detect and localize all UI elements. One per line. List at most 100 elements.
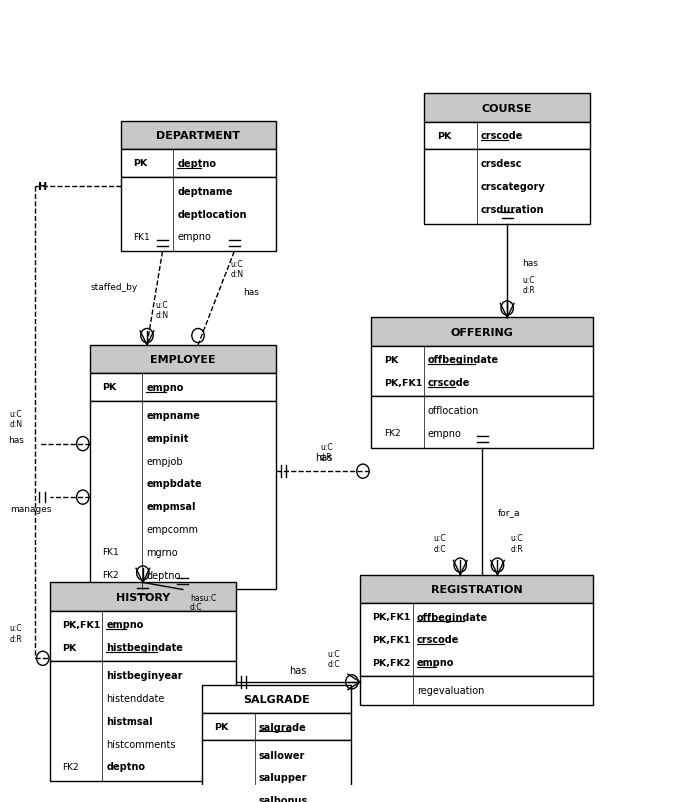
FancyBboxPatch shape xyxy=(360,575,593,603)
Text: HISTORY: HISTORY xyxy=(116,592,170,602)
Text: empcomm: empcomm xyxy=(146,525,198,534)
Text: has: has xyxy=(315,452,333,463)
Text: has: has xyxy=(244,288,259,297)
Text: d:C: d:C xyxy=(190,602,202,612)
Text: PK: PK xyxy=(215,723,229,731)
Text: PK: PK xyxy=(437,132,451,140)
FancyBboxPatch shape xyxy=(360,603,593,676)
Text: crscode: crscode xyxy=(428,378,470,388)
Text: crsduration: crsduration xyxy=(481,205,544,215)
Text: empinit: empinit xyxy=(146,433,188,444)
Text: SALGRADE: SALGRADE xyxy=(243,694,310,704)
Text: salbonus: salbonus xyxy=(259,796,308,802)
Text: empname: empname xyxy=(146,411,200,420)
Text: regevaluation: regevaluation xyxy=(417,685,484,695)
Text: offbegindate: offbegindate xyxy=(428,355,499,365)
Text: empbdate: empbdate xyxy=(146,479,202,488)
Text: has: has xyxy=(8,435,24,444)
Text: empno: empno xyxy=(417,658,454,667)
Text: crscategory: crscategory xyxy=(481,182,546,192)
Text: REGISTRATION: REGISTRATION xyxy=(431,584,522,594)
FancyBboxPatch shape xyxy=(50,583,236,611)
FancyBboxPatch shape xyxy=(371,318,593,346)
Text: COURSE: COURSE xyxy=(482,103,533,113)
FancyBboxPatch shape xyxy=(360,676,593,705)
Text: DEPARTMENT: DEPARTMENT xyxy=(157,131,240,141)
Text: OFFERING: OFFERING xyxy=(451,327,514,337)
Text: mgrno: mgrno xyxy=(146,547,178,557)
Text: crsdesc: crsdesc xyxy=(481,159,522,169)
Text: empno: empno xyxy=(428,428,462,439)
Text: PK,FK1: PK,FK1 xyxy=(373,635,411,644)
Text: salupper: salupper xyxy=(259,772,307,783)
Text: PK: PK xyxy=(102,383,117,392)
Text: histmsal: histmsal xyxy=(106,716,153,726)
Text: manages: manages xyxy=(10,504,51,514)
Text: deptno: deptno xyxy=(177,159,217,168)
Text: empjob: empjob xyxy=(146,456,183,466)
Text: sallower: sallower xyxy=(259,750,305,759)
Text: empmsal: empmsal xyxy=(146,501,196,512)
FancyBboxPatch shape xyxy=(90,346,276,374)
Text: FK2: FK2 xyxy=(62,762,79,771)
Text: FK1: FK1 xyxy=(102,548,119,557)
FancyBboxPatch shape xyxy=(50,661,236,781)
FancyBboxPatch shape xyxy=(121,122,276,150)
Text: empno: empno xyxy=(106,620,144,630)
FancyBboxPatch shape xyxy=(90,374,276,401)
Text: PK: PK xyxy=(133,160,148,168)
FancyBboxPatch shape xyxy=(202,740,351,802)
Text: deptno: deptno xyxy=(146,569,181,580)
FancyBboxPatch shape xyxy=(121,177,276,252)
Text: PK,FK1: PK,FK1 xyxy=(373,612,411,622)
FancyBboxPatch shape xyxy=(202,685,351,713)
Text: histbeginyear: histbeginyear xyxy=(106,670,183,680)
Text: offbegindate: offbegindate xyxy=(417,612,488,622)
Text: u:C
d:C: u:C d:C xyxy=(328,649,340,668)
Text: FK1: FK1 xyxy=(133,233,150,241)
FancyBboxPatch shape xyxy=(121,150,276,177)
Text: FK2: FK2 xyxy=(384,429,400,438)
Text: staffed_by: staffed_by xyxy=(90,282,137,291)
Text: u:C
d:C: u:C d:C xyxy=(433,534,446,553)
Text: crscode: crscode xyxy=(417,634,459,645)
Text: u:C
d:R: u:C d:R xyxy=(522,275,535,295)
FancyBboxPatch shape xyxy=(371,346,593,396)
Text: FK2: FK2 xyxy=(102,570,119,579)
Text: PK: PK xyxy=(62,643,77,652)
Text: has: has xyxy=(289,666,307,675)
Text: empno: empno xyxy=(177,232,211,242)
FancyBboxPatch shape xyxy=(424,150,590,225)
Text: histbegindate: histbegindate xyxy=(106,642,183,653)
Text: u:C
d:N: u:C d:N xyxy=(155,301,169,320)
FancyBboxPatch shape xyxy=(50,611,236,661)
Text: u:C
d:R: u:C d:R xyxy=(10,624,22,643)
Text: for_a: for_a xyxy=(497,507,520,516)
Text: H: H xyxy=(38,182,48,192)
Text: empno: empno xyxy=(146,383,184,392)
Text: has: has xyxy=(522,259,538,268)
Text: u:C
d:N: u:C d:N xyxy=(10,409,23,428)
Text: histcomments: histcomments xyxy=(106,739,176,748)
Text: PK,FK1: PK,FK1 xyxy=(62,620,101,629)
FancyBboxPatch shape xyxy=(424,95,590,123)
Text: offlocation: offlocation xyxy=(428,406,479,415)
Text: hasu:C: hasu:C xyxy=(190,593,216,602)
FancyBboxPatch shape xyxy=(90,401,276,589)
Text: crscode: crscode xyxy=(481,132,523,141)
Text: deptname: deptname xyxy=(177,187,233,196)
Text: histenddate: histenddate xyxy=(106,693,165,703)
Text: PK,FK2: PK,FK2 xyxy=(373,658,411,666)
Text: salgrade: salgrade xyxy=(259,722,306,731)
FancyBboxPatch shape xyxy=(371,396,593,448)
Text: PK,FK1: PK,FK1 xyxy=(384,379,422,387)
Text: u:C
d:N: u:C d:N xyxy=(230,260,244,279)
Text: PK: PK xyxy=(384,355,398,365)
Text: u:C
d:R: u:C d:R xyxy=(320,442,333,462)
FancyBboxPatch shape xyxy=(202,713,351,740)
FancyBboxPatch shape xyxy=(424,123,590,150)
Text: EMPLOYEE: EMPLOYEE xyxy=(150,354,216,365)
Text: deptlocation: deptlocation xyxy=(177,209,247,219)
Text: deptno: deptno xyxy=(106,761,146,772)
Text: u:C
d:R: u:C d:R xyxy=(511,534,523,553)
